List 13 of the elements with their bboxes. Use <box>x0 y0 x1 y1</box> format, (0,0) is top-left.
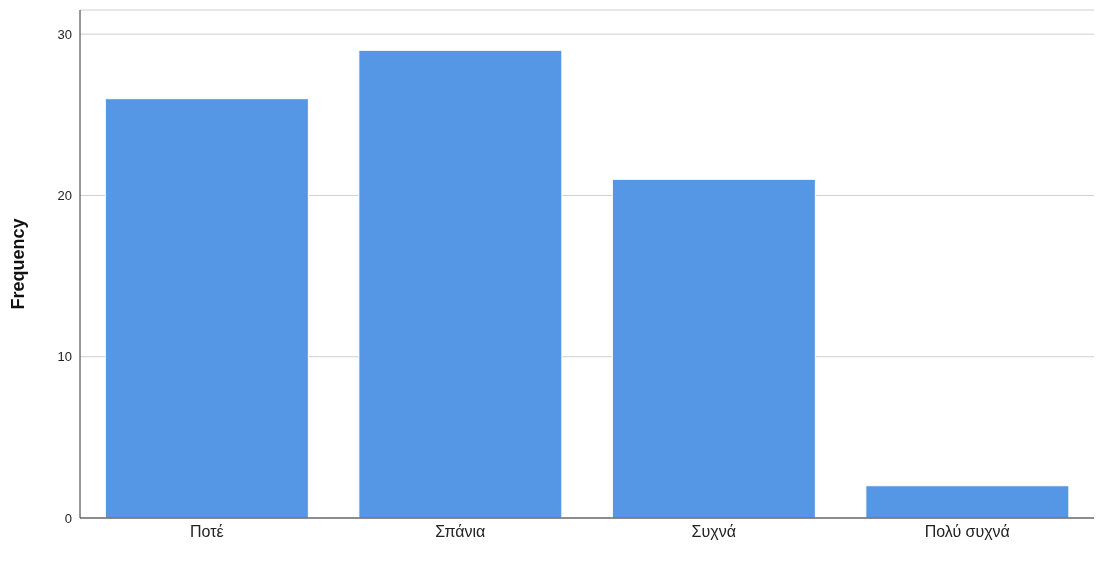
bar <box>611 178 816 518</box>
y-axis-title: Frequency <box>8 218 29 310</box>
y-tick-label: 30 <box>57 26 72 42</box>
bar <box>104 98 309 518</box>
x-tick-label: Ποτέ <box>189 523 224 541</box>
x-tick-label: Πολύ συχνά <box>924 523 1010 541</box>
x-tick-label: Συχνά <box>691 523 736 541</box>
x-tick-label: Σπάνια <box>435 523 486 541</box>
bar <box>358 49 563 518</box>
y-tick-label: 0 <box>64 510 72 526</box>
y-tick-label: 10 <box>57 349 72 365</box>
bar <box>865 485 1070 518</box>
y-tick-label: 20 <box>57 188 72 204</box>
